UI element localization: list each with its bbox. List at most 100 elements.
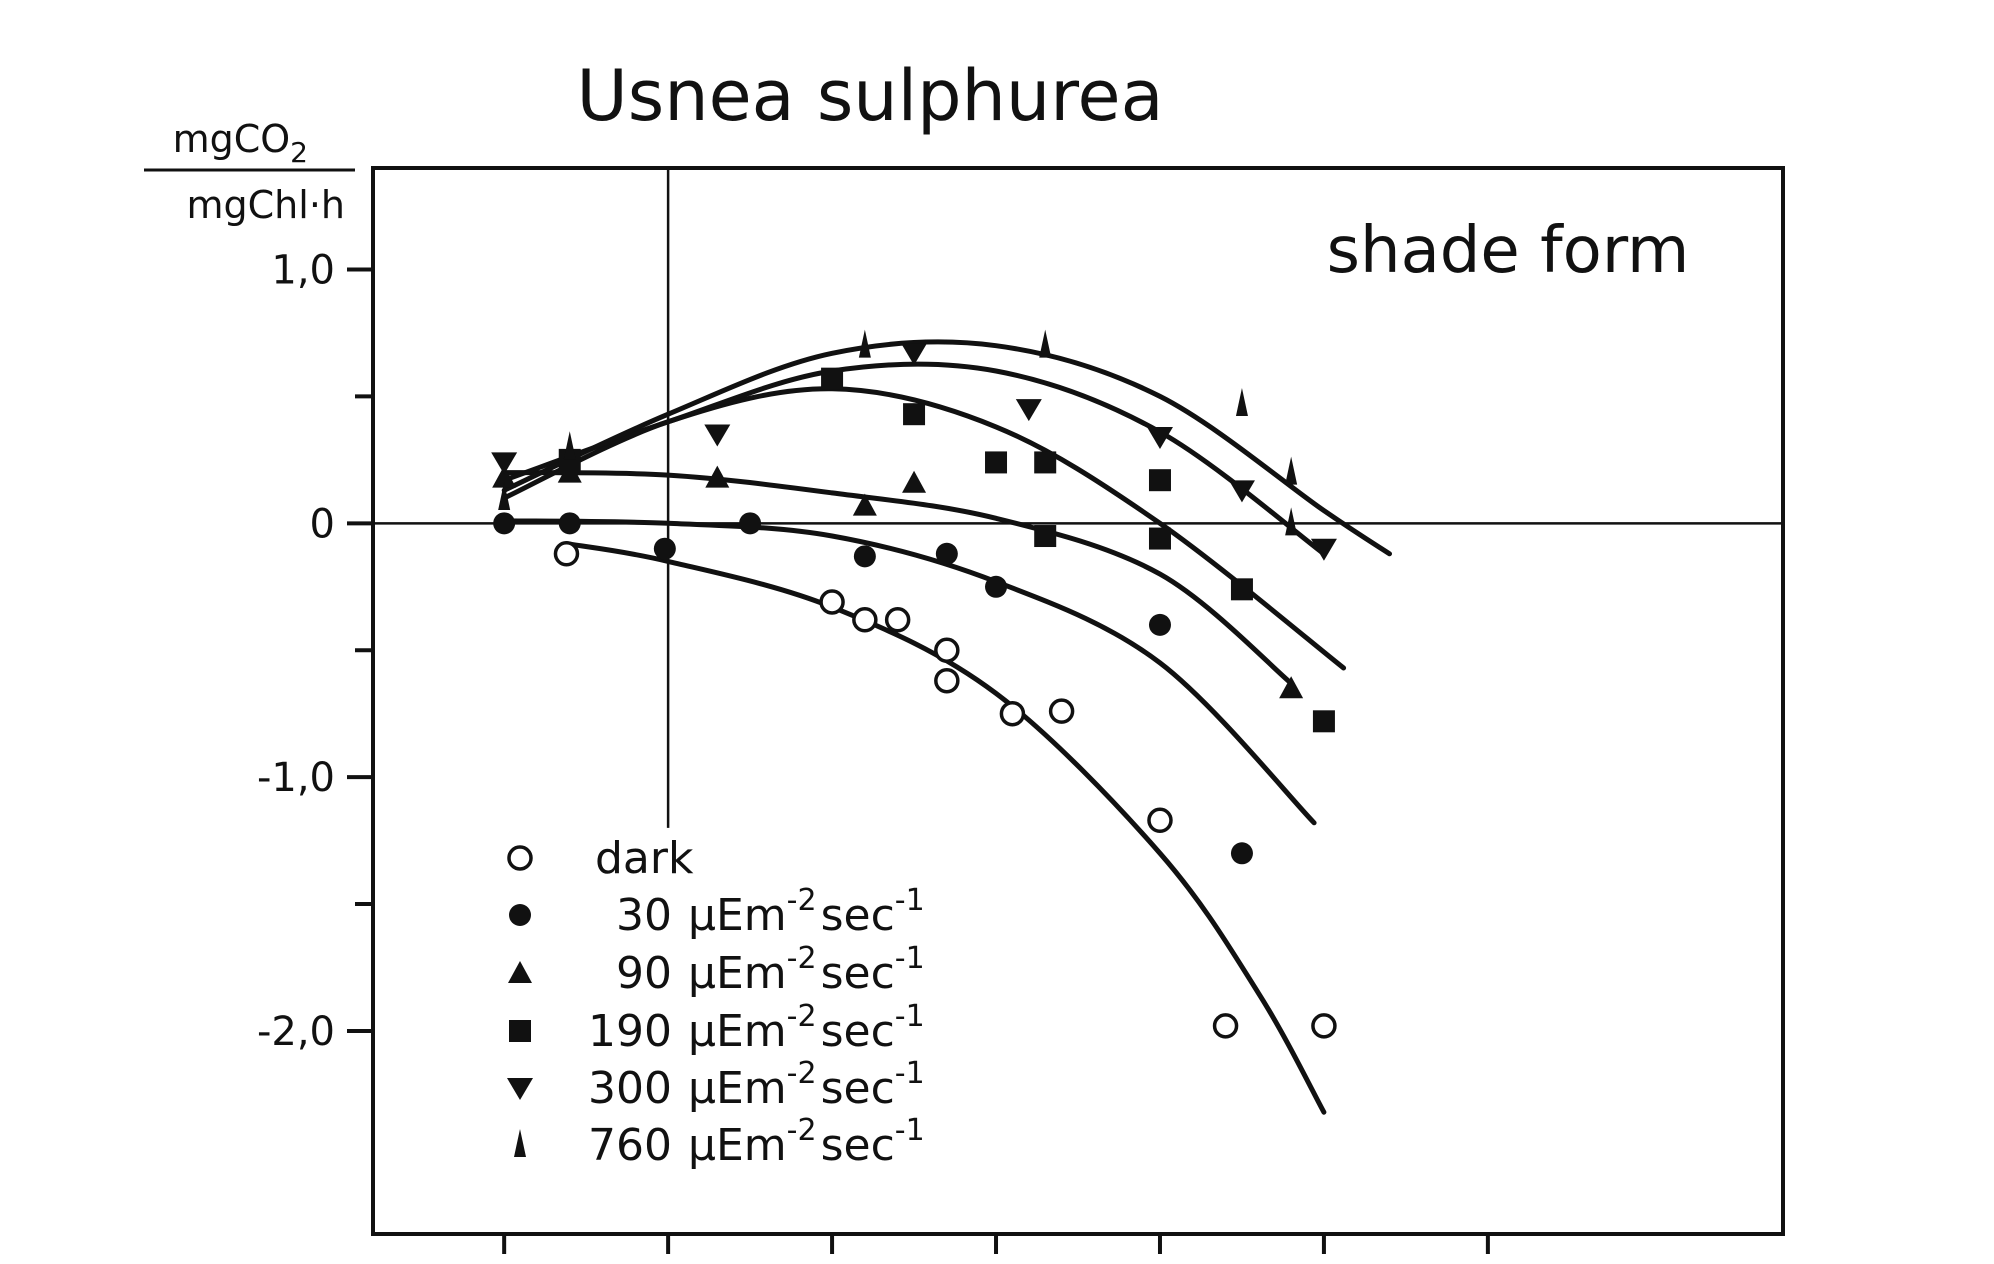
data-points [491,329,1337,1039]
legend-marker-90 [508,961,532,983]
data-point-dark [884,607,911,633]
data-point-dark [1147,807,1173,834]
data-point-190 [1034,451,1057,474]
data-point-300 [1228,480,1255,503]
legend-unit-text: µEm [688,948,787,999]
y-axis: 1,0 0 -1,0 -2,0 [257,248,373,1055]
legend-unit-exp2: -1 [895,1113,925,1148]
data-point-dark [1212,1013,1239,1039]
data-point-30 [985,575,1008,598]
data-point-190 [1148,527,1171,550]
legend-unit-sec: sec [821,1006,895,1057]
data-point-30 [935,542,958,565]
data-point-30 [558,512,581,535]
shade-form-annotation: shade form [1327,214,1690,288]
legend-marker-300 [507,1078,533,1100]
data-point-dark [934,637,960,663]
legend-unit-text: µEm [688,1006,787,1057]
data-point-90 [492,465,517,488]
data-point-190 [985,451,1008,474]
legend-unit-exp: -2 [787,1056,817,1091]
legend-unit-exp2: -1 [895,883,925,918]
legend-unit-text: µEm [688,890,787,941]
legend-unit-exp: -2 [787,941,817,976]
data-point-90 [902,470,927,493]
data-point-30 [1148,613,1171,636]
legend-unit-exp2: -1 [895,941,925,976]
legend-label-dark: dark [595,833,694,884]
legend-value-760: 760 [588,1120,672,1171]
data-point-dark [553,541,580,567]
legend-unit-sec: sec [821,890,895,941]
legend-unit-300: µEm-2sec-1 [688,1056,925,1114]
legend-unit-30: µEm-2sec-1 [688,883,925,941]
data-point-90 [852,493,877,516]
fit-curve-300 [501,361,1327,557]
x-axis [502,1234,1490,1254]
data-point-30 [739,512,762,535]
legend-unit-sec: sec [821,1063,895,1114]
y-tick-label: -1,0 [257,755,335,801]
data-point-760 [1235,388,1248,417]
data-point-190 [903,403,926,426]
fit-curves [501,339,1392,1115]
data-point-30 [493,512,516,535]
fit-curve-760 [501,339,1392,557]
data-point-30 [853,545,876,568]
data-point-300 [704,424,731,447]
legend-unit-90: µEm-2sec-1 [688,941,925,999]
data-point-300 [1146,427,1173,450]
legend-value-190: 190 [588,1006,672,1057]
legend-value-90: 90 [616,948,672,999]
legend-unit-exp: -2 [787,999,817,1034]
y-axis-label-numerator: mgCO2 [173,117,308,169]
data-point-190 [1230,578,1253,601]
data-point-90 [557,460,582,483]
data-point-190 [1148,469,1171,492]
data-point-90 [1279,676,1304,699]
data-point-190 [1312,710,1335,733]
plot-frame [371,166,1785,1236]
legend-unit-exp: -2 [787,1113,817,1148]
fit-curve-30 [501,518,1317,826]
data-point-dark [1048,698,1075,724]
data-point-190 [821,367,844,390]
data-point-190 [558,448,581,471]
data-point-760 [1039,329,1052,358]
y-tick-label: 0 [310,501,335,547]
data-point-dark [934,667,960,694]
data-point-dark [819,589,845,615]
fit-curve-dark [564,541,1327,1115]
legend-marker-190 [509,1020,531,1042]
data-point-300 [1015,399,1042,422]
legend-unit-sec: sec [821,1120,895,1171]
data-point-dark [999,700,1026,727]
data-point-30 [653,537,676,560]
y-axis-label-denominator: mgChl·h [187,183,345,227]
legend-marker-760 [514,1129,526,1157]
data-point-dark [852,607,878,633]
legend-value-300: 300 [588,1063,672,1114]
fit-curve-90 [501,470,1294,686]
data-point-190 [1034,525,1057,548]
y-tick-label: -2,0 [257,1009,335,1055]
data-point-90 [705,465,730,488]
legend-unit-exp: -2 [787,883,817,918]
legend-marker-dark [507,845,533,871]
legend-unit-760: µEm-2sec-1 [688,1113,925,1171]
data-point-300 [1310,538,1337,561]
legend-unit-190: µEm-2sec-1 [688,999,925,1057]
legend-unit-text: µEm [688,1063,787,1114]
data-point-760 [1285,507,1298,536]
data-point-300 [491,452,518,475]
legend-unit-exp2: -1 [895,1056,925,1091]
data-point-30 [1230,842,1253,865]
legend-unit-exp2: -1 [895,999,925,1034]
data-point-760 [1285,456,1298,485]
data-point-300 [901,343,928,366]
y-tick-label: 1,0 [271,248,335,294]
legend-unit-sec: sec [821,948,895,999]
data-point-dark [1311,1013,1337,1039]
